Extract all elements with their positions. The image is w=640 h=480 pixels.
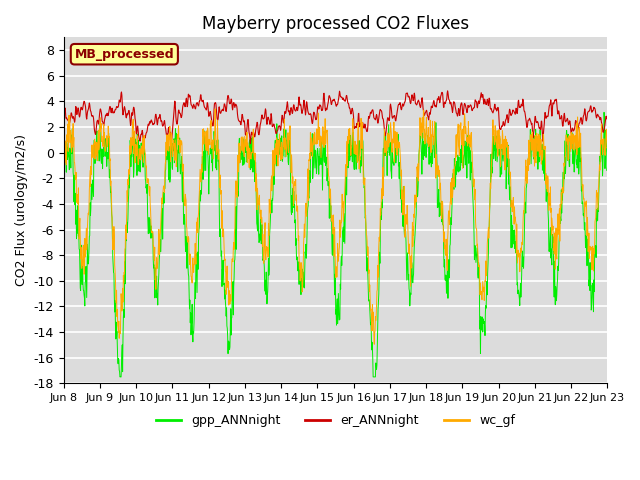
gpp_ANNnight [116,374,124,380]
Line: wc_gf: wc_gf [63,109,607,344]
wc_gf [371,341,378,347]
gpp_ANNnight [242,149,250,155]
Title: Mayberry processed CO2 Fluxes: Mayberry processed CO2 Fluxes [202,15,469,33]
Y-axis label: CO2 Flux (urology/m2/s): CO2 Flux (urology/m2/s) [15,134,28,287]
gpp_ANNnight [60,127,67,133]
wc_gf [168,130,175,136]
er_ANNnight [241,132,249,138]
wc_gf [60,133,67,139]
er_ANNnight [168,137,175,143]
gpp_ANNnight [420,148,428,154]
er_ANNnight [180,102,188,108]
gpp_ANNnight [540,144,547,150]
gpp_ANNnight [600,109,608,115]
er_ANNnight [492,106,499,112]
Legend: gpp_ANNnight, er_ANNnight, wc_gf: gpp_ANNnight, er_ANNnight, wc_gf [151,409,520,432]
wc_gf [492,135,499,141]
wc_gf [211,106,219,112]
er_ANNnight [420,112,428,118]
er_ANNnight [246,141,254,146]
er_ANNnight [60,108,67,114]
gpp_ANNnight [604,164,611,169]
er_ANNnight [540,129,547,134]
gpp_ANNnight [181,222,189,228]
Line: er_ANNnight: er_ANNnight [63,91,607,144]
gpp_ANNnight [492,140,499,145]
gpp_ANNnight [168,146,175,152]
er_ANNnight [604,116,611,122]
wc_gf [180,202,188,208]
wc_gf [604,144,611,150]
Text: MB_processed: MB_processed [74,48,174,60]
Line: gpp_ANNnight: gpp_ANNnight [63,112,607,377]
er_ANNnight [444,88,451,94]
wc_gf [242,144,250,150]
wc_gf [540,132,547,138]
wc_gf [420,127,428,132]
